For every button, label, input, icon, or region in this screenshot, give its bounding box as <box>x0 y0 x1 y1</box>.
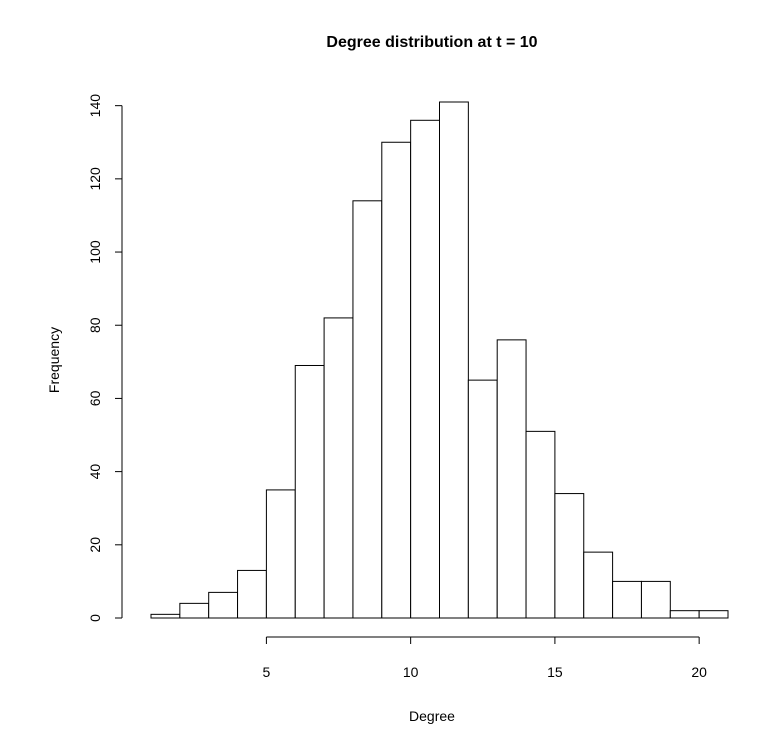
histogram-bar <box>640 580 671 619</box>
y-tick-label: 0 <box>87 614 103 622</box>
histogram-bar <box>323 317 354 619</box>
histogram-bar <box>669 610 700 619</box>
histogram-bar <box>410 119 440 619</box>
histogram-bar <box>265 489 296 619</box>
y-tick-label: 40 <box>87 464 103 480</box>
x-axis: 5 10 15 20 <box>263 636 707 680</box>
y-tick-label: 20 <box>87 537 103 553</box>
histogram-bar <box>237 569 267 619</box>
histogram-bar <box>496 339 527 619</box>
x-axis-label: Degree <box>409 708 455 724</box>
histogram-bar <box>150 613 181 619</box>
y-tick-label: 140 <box>87 94 103 118</box>
x-tick-label: 10 <box>403 664 419 680</box>
histogram-bar <box>208 591 239 619</box>
histogram-bar <box>698 610 729 619</box>
x-tick-label: 5 <box>263 664 271 680</box>
y-tick-label: 100 <box>87 240 103 264</box>
y-tick-label: 80 <box>87 317 103 333</box>
bars-group <box>150 101 729 619</box>
chart-title: Degree distribution at t = 10 <box>326 34 537 51</box>
histogram-bar <box>583 551 614 619</box>
histogram-bar <box>179 602 210 619</box>
histogram-bar <box>467 379 498 619</box>
y-axis-label: Frequency <box>46 327 62 393</box>
histogram-bar <box>439 101 469 619</box>
x-tick-label: 15 <box>547 664 563 680</box>
histogram-bar <box>294 364 325 619</box>
histogram-bar <box>612 580 642 619</box>
histogram-bar <box>352 200 383 619</box>
histogram-bar <box>381 141 412 619</box>
x-tick-label: 20 <box>691 664 707 680</box>
histogram-bar <box>525 430 556 619</box>
y-tick-label: 120 <box>87 167 103 191</box>
y-axis: 0 20 40 60 80 100 120 140 <box>87 94 123 622</box>
histogram-bar <box>554 493 585 619</box>
y-tick-label: 60 <box>87 390 103 406</box>
